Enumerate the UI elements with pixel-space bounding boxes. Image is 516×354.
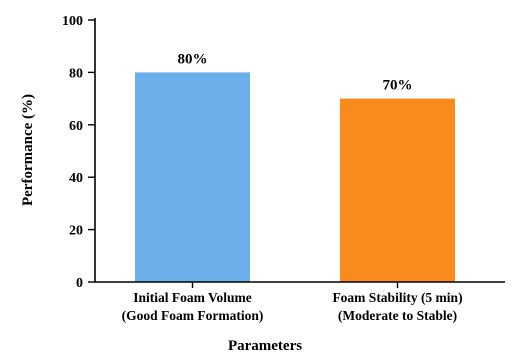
y-tick-label: 0 bbox=[76, 276, 83, 291]
data-label: 70% bbox=[383, 78, 413, 94]
x-tick-label: Initial Foam Volume bbox=[133, 290, 252, 305]
y-tick-label: 20 bbox=[69, 224, 83, 239]
x-tick-label: Foam Stability (5 min) bbox=[332, 290, 462, 305]
y-tick-label: 100 bbox=[62, 14, 83, 29]
y-axis-title: Performance (%) bbox=[20, 94, 36, 206]
data-label: 80% bbox=[178, 51, 208, 67]
y-tick-label: 40 bbox=[69, 171, 83, 186]
y-axis: 0 20 40 60 80 100 bbox=[62, 14, 96, 291]
bar bbox=[135, 72, 250, 283]
x-axis: Initial Foam Volume (Good Foam Formation)… bbox=[95, 281, 505, 323]
x-tick-label: (Good Foam Formation) bbox=[122, 308, 264, 323]
y-tick-label: 80 bbox=[69, 66, 83, 81]
x-tick-label: (Moderate to Stable) bbox=[338, 308, 457, 323]
y-tick-label: 60 bbox=[69, 119, 83, 134]
bar bbox=[340, 98, 455, 282]
x-axis-title: Parameters bbox=[228, 338, 302, 354]
bars-group: 80% 70% bbox=[135, 51, 455, 283]
